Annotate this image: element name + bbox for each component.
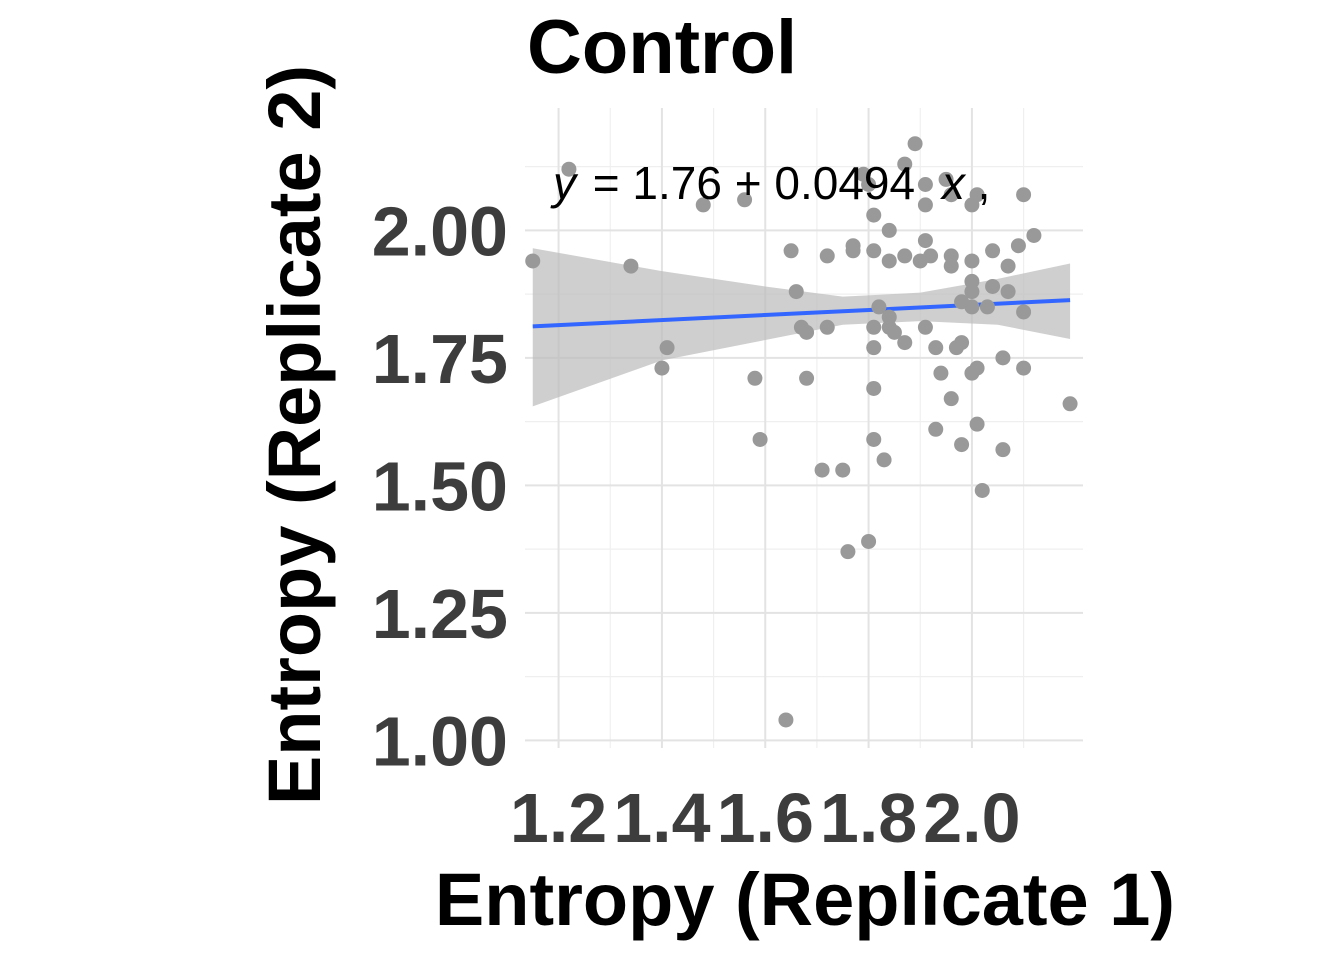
data-point	[881, 222, 897, 238]
data-point	[861, 176, 877, 192]
data-point	[866, 340, 882, 356]
data-points	[525, 136, 1078, 728]
data-point	[747, 370, 763, 386]
y-tick-label: 1.00	[372, 702, 508, 780]
y-tick-label: 2.00	[372, 192, 508, 270]
y-axis-title: Entropy (Replicate 2)	[253, 65, 336, 805]
equation-x: x	[940, 157, 967, 209]
chart-title: Control	[527, 5, 797, 90]
data-point	[871, 299, 887, 315]
y-tick-label: 1.75	[372, 320, 508, 398]
grid	[525, 108, 1083, 748]
data-point	[974, 482, 990, 498]
data-point	[943, 258, 959, 274]
data-point	[819, 248, 835, 264]
data-point	[788, 284, 804, 300]
equation-tail: ,	[978, 157, 991, 209]
data-point	[881, 253, 897, 269]
data-point	[985, 243, 1001, 259]
data-point	[659, 340, 675, 356]
data-point	[752, 431, 768, 447]
data-point	[1000, 284, 1016, 300]
equation-y: y	[550, 157, 579, 209]
data-point	[995, 442, 1011, 458]
data-point	[923, 248, 939, 264]
data-point	[969, 187, 985, 203]
data-point	[907, 136, 923, 152]
data-point	[866, 319, 882, 335]
x-tick-label: 1.4	[613, 779, 710, 857]
data-point	[1062, 396, 1078, 412]
data-point	[1016, 360, 1032, 376]
data-point	[799, 324, 815, 340]
data-point	[695, 197, 711, 213]
data-point	[623, 258, 639, 274]
data-point	[985, 278, 1001, 294]
data-point	[886, 324, 902, 340]
data-point	[917, 176, 933, 192]
data-point	[943, 391, 959, 407]
data-point	[1016, 304, 1032, 320]
data-point	[876, 452, 892, 468]
y-tick-label: 1.25	[372, 575, 508, 653]
data-point	[943, 187, 959, 203]
data-point	[969, 416, 985, 432]
data-point	[964, 299, 980, 315]
equation-body: = 1.76 + 0.0494	[593, 157, 915, 209]
data-point	[897, 156, 913, 172]
data-point	[525, 253, 541, 269]
data-point	[866, 243, 882, 259]
data-point	[840, 544, 856, 560]
data-point	[799, 370, 815, 386]
x-tick-label: 1.6	[717, 779, 814, 857]
data-point	[1016, 187, 1032, 203]
data-point	[561, 161, 577, 177]
data-point	[866, 207, 882, 223]
y-axis-ticks: 1.00 1.25 1.50 1.75 2.00	[372, 192, 508, 780]
data-point	[737, 192, 753, 208]
data-point	[928, 340, 944, 356]
data-point	[866, 380, 882, 396]
data-point	[835, 462, 851, 478]
data-point	[1026, 227, 1042, 243]
data-point	[1000, 258, 1016, 274]
data-point	[954, 437, 970, 453]
data-point	[964, 253, 980, 269]
data-point	[819, 319, 835, 335]
data-point	[881, 309, 897, 325]
x-axis-ticks: 1.2 1.4 1.6 1.8 2.0	[510, 779, 1021, 857]
data-point	[938, 171, 954, 187]
data-point	[917, 319, 933, 335]
data-point	[654, 360, 670, 376]
data-point	[866, 431, 882, 447]
data-point	[979, 299, 995, 315]
data-point	[814, 462, 830, 478]
regression-equation: y = 1.76 + 0.0494 x ,	[550, 157, 990, 209]
data-point	[995, 350, 1011, 366]
data-point	[897, 335, 913, 351]
y-tick-label: 1.50	[372, 447, 508, 525]
data-point	[928, 421, 944, 437]
data-point	[964, 284, 980, 300]
data-point	[778, 712, 794, 728]
data-point	[954, 335, 970, 351]
x-tick-label: 2.0	[923, 779, 1020, 857]
x-tick-label: 1.2	[510, 779, 607, 857]
data-point	[969, 360, 985, 376]
x-axis-title: Entropy (Replicate 1)	[435, 858, 1175, 941]
x-tick-label: 1.8	[820, 779, 917, 857]
data-point	[933, 365, 949, 381]
data-point	[861, 533, 877, 549]
data-point	[917, 197, 933, 213]
data-point	[783, 243, 799, 259]
data-point	[917, 233, 933, 249]
data-point	[897, 248, 913, 264]
data-point	[1010, 238, 1026, 254]
data-point	[845, 243, 861, 259]
